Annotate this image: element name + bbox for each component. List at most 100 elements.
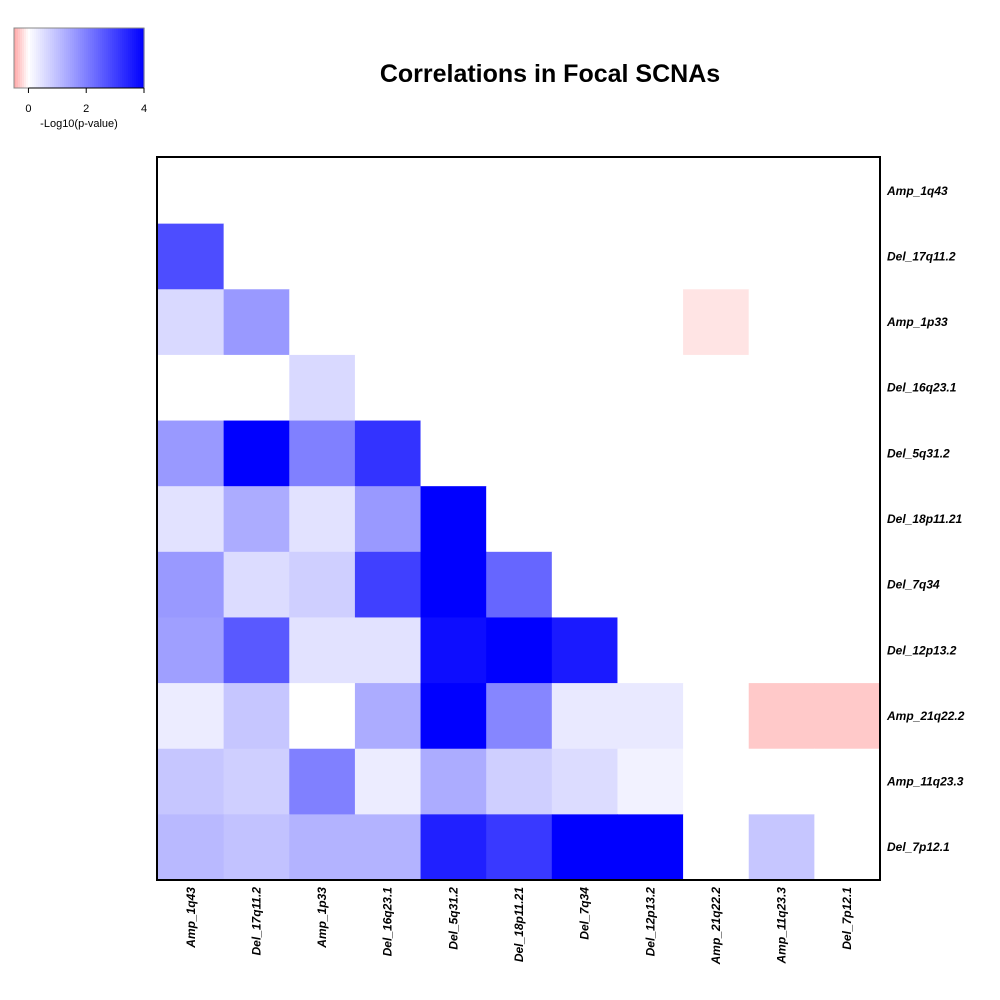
heatmap-cell bbox=[158, 354, 225, 422]
heatmap-cell bbox=[814, 748, 881, 815]
legend-swatch bbox=[44, 28, 47, 88]
legend-swatch bbox=[72, 28, 75, 88]
legend-swatch bbox=[126, 28, 129, 88]
legend-swatch bbox=[130, 28, 133, 88]
heatmap-cell bbox=[617, 223, 684, 290]
heatmap-cell bbox=[486, 354, 553, 422]
heatmap-cell bbox=[223, 748, 290, 815]
heatmap-cell bbox=[617, 486, 684, 553]
heatmap-cell bbox=[683, 617, 750, 684]
heatmap-cell bbox=[223, 223, 290, 290]
row-label: Del_17q11.2 bbox=[887, 249, 956, 263]
legend-swatch bbox=[68, 28, 71, 88]
legend-swatch bbox=[62, 28, 65, 88]
heatmap-cell bbox=[748, 354, 815, 422]
heatmap-cell bbox=[486, 551, 553, 618]
heatmap-cell bbox=[748, 420, 815, 487]
column-label: Del_12p13.2 bbox=[643, 887, 657, 957]
heatmap-cell bbox=[617, 814, 684, 881]
legend-tick-label: 4 bbox=[141, 103, 147, 115]
row-label: Del_5q31.2 bbox=[887, 446, 950, 460]
heatmap-cell bbox=[223, 289, 290, 356]
heatmap-cell bbox=[617, 354, 684, 422]
heatmap-cell bbox=[158, 289, 225, 356]
legend-swatch bbox=[42, 28, 45, 88]
heatmap-cell bbox=[354, 551, 422, 618]
legend-swatch bbox=[60, 28, 63, 88]
column-label: Amp_1p33 bbox=[315, 887, 329, 949]
legend-swatch bbox=[94, 28, 97, 88]
legend-swatch bbox=[38, 28, 41, 88]
legend-swatch bbox=[34, 28, 37, 88]
legend-swatch bbox=[16, 28, 19, 88]
legend-swatch bbox=[36, 28, 39, 88]
heatmap-cell bbox=[551, 289, 618, 356]
legend-swatch bbox=[28, 28, 31, 88]
heatmap-cell bbox=[289, 748, 356, 815]
heatmap-cell bbox=[289, 354, 356, 422]
heatmap-cell bbox=[814, 223, 881, 290]
legend-swatch bbox=[52, 28, 55, 88]
legend-swatch bbox=[132, 28, 135, 88]
legend-swatch bbox=[116, 28, 119, 88]
legend-swatch bbox=[106, 28, 109, 88]
legend-swatch bbox=[66, 28, 69, 88]
heatmap-cell bbox=[158, 486, 225, 553]
legend-tick-label: 2 bbox=[83, 103, 89, 115]
heatmap-cell bbox=[354, 486, 422, 553]
heatmap-cell bbox=[683, 486, 750, 553]
row-label: Amp_11q23.3 bbox=[886, 775, 964, 789]
heatmap-cell bbox=[289, 486, 356, 553]
heatmap-cell bbox=[683, 354, 750, 422]
legend-gradient bbox=[14, 28, 145, 88]
heatmap-cell bbox=[814, 420, 881, 487]
legend-swatch bbox=[76, 28, 79, 88]
legend-swatch bbox=[78, 28, 81, 88]
heatmap-cell bbox=[289, 617, 356, 684]
heatmap-cell bbox=[289, 223, 356, 290]
legend-swatch bbox=[92, 28, 95, 88]
legend-swatch bbox=[74, 28, 77, 88]
legend-swatch bbox=[128, 28, 131, 88]
heatmap-cell bbox=[420, 158, 487, 225]
heatmap-cell bbox=[814, 551, 881, 618]
column-label: Del_7q34 bbox=[578, 887, 592, 940]
heatmap-cell bbox=[814, 289, 881, 356]
heatmap-cell bbox=[748, 551, 815, 618]
heatmap-cell bbox=[551, 354, 618, 422]
heatmap-cell bbox=[748, 289, 815, 356]
heatmap-cell bbox=[748, 158, 815, 225]
heatmap-cell bbox=[551, 748, 618, 815]
legend-swatch bbox=[64, 28, 67, 88]
legend-swatch bbox=[86, 28, 89, 88]
heatmap-cell bbox=[486, 748, 553, 815]
heatmap-cell bbox=[420, 223, 487, 290]
heatmap-cell bbox=[486, 683, 553, 750]
heatmap-cell bbox=[420, 551, 487, 618]
legend-swatch bbox=[114, 28, 117, 88]
heatmap-cell bbox=[748, 748, 815, 815]
heatmap-cell bbox=[748, 486, 815, 553]
heatmap-cell bbox=[223, 814, 290, 881]
heatmap-cell bbox=[486, 420, 553, 487]
legend-swatch bbox=[104, 28, 107, 88]
legend-swatch bbox=[102, 28, 105, 88]
heatmap-cell bbox=[814, 683, 881, 750]
legend-swatch bbox=[96, 28, 99, 88]
heatmap-cell bbox=[354, 354, 422, 422]
legend-swatch bbox=[48, 28, 51, 88]
heatmap-cell bbox=[617, 617, 684, 684]
heatmap-cell bbox=[814, 486, 881, 553]
legend-swatch bbox=[50, 28, 53, 88]
heatmap-cell bbox=[486, 486, 553, 553]
row-label: Del_18p11.21 bbox=[887, 512, 962, 526]
heatmap-cell bbox=[551, 486, 618, 553]
heatmap-cell bbox=[420, 814, 487, 881]
heatmap-cell bbox=[486, 158, 553, 225]
column-label: Amp_21q22.2 bbox=[709, 887, 723, 966]
heatmap-cell bbox=[551, 814, 618, 881]
column-label: Del_18p11.21 bbox=[512, 887, 526, 962]
legend-swatch bbox=[108, 28, 111, 88]
heatmap-cell bbox=[354, 158, 422, 225]
